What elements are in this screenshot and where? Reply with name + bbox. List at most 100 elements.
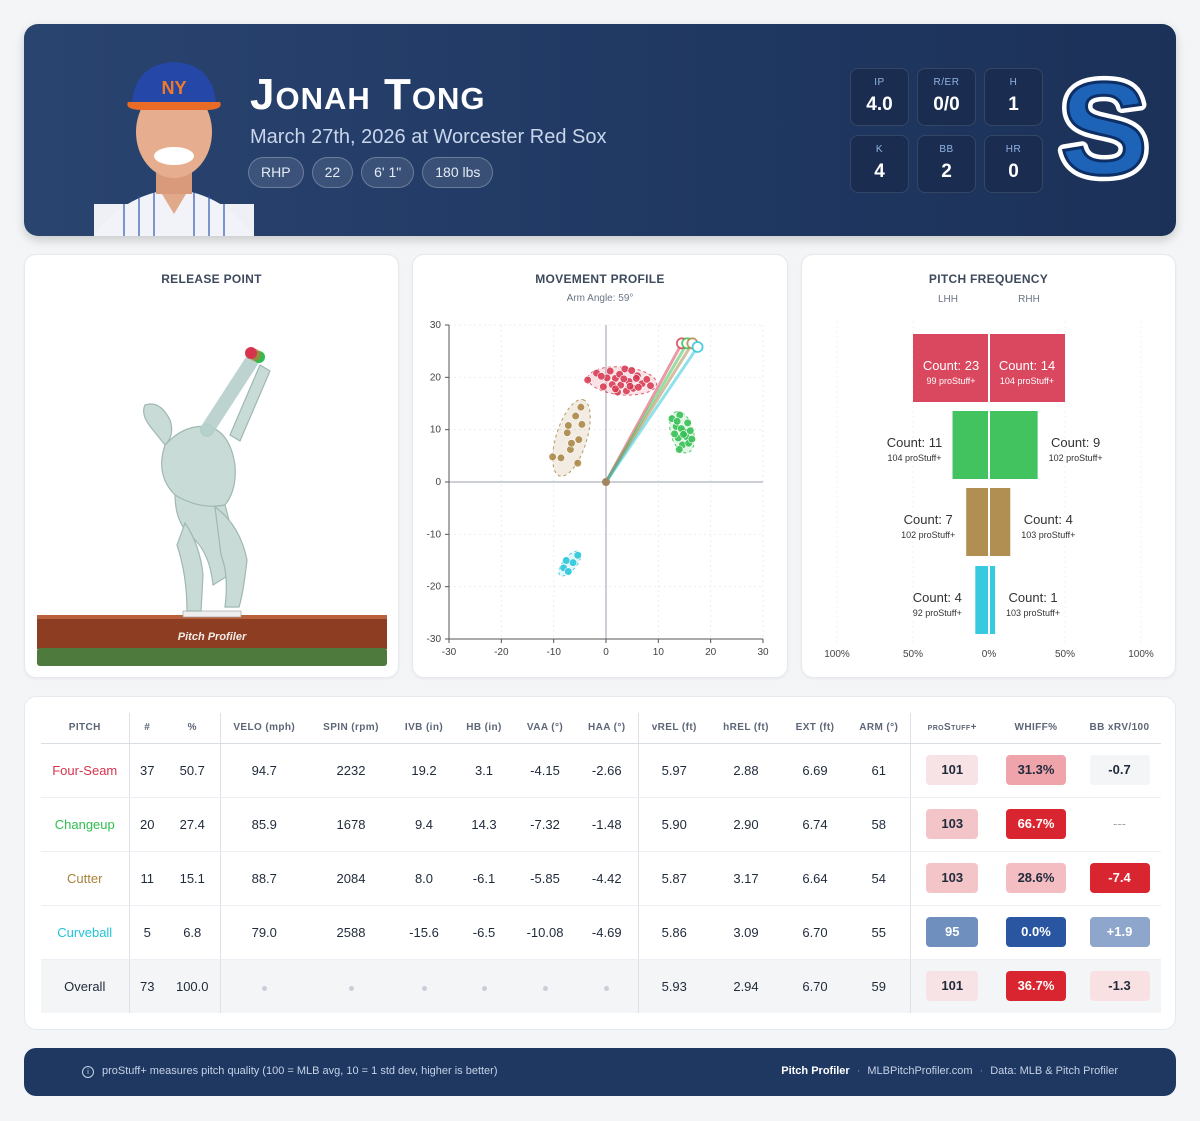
xrv-value: +1.9 <box>1089 917 1150 947</box>
col-header: WHIFF% <box>994 713 1078 744</box>
footer-separator: · <box>979 1065 984 1077</box>
game-line: March 27th, 2026 at Worcester Red Sox <box>250 126 607 148</box>
empty-dot <box>481 985 487 991</box>
col-header: EXT (ft) <box>782 713 848 744</box>
metric-cell: 100.0 <box>165 959 221 1013</box>
y-tick-label: 20 <box>430 372 442 383</box>
cutter-point <box>577 420 587 429</box>
prostuff-cell: 101 <box>910 959 994 1013</box>
metric-cell: 5.86 <box>638 905 710 960</box>
pitch-name-cell: Curveball <box>41 905 130 960</box>
empty-dot <box>261 985 267 991</box>
table-row: Changeup 20 27.4 85.9 1678 9.4 14.3 -7.32 -1.48 5… <box>41 797 1161 852</box>
y-tick-label: -10 <box>427 529 442 540</box>
whiff-cell: 0.0% <box>994 905 1078 960</box>
metric-cell: 6.8 <box>165 905 221 960</box>
four_seam-point <box>625 382 635 391</box>
prostuff-cell: 103 <box>910 851 994 906</box>
metric-cell: 6.64 <box>782 851 848 906</box>
whiff-value: 66.7% <box>1006 809 1066 839</box>
cutter-rhh-count: Count: 4 <box>1024 512 1073 527</box>
whiff-cell: 66.7% <box>994 797 1078 852</box>
metric-cell: 85.9 <box>220 797 308 852</box>
prostuff-value: 103 <box>926 863 979 893</box>
metric-cell: -2.66 <box>576 743 639 798</box>
curveball-lhh-count: Count: 4 <box>913 590 962 605</box>
x-tick-label: 0 <box>603 647 609 658</box>
pitch-name: Cutter <box>67 870 103 886</box>
changeup-point <box>675 445 684 454</box>
cutter-point <box>548 452 557 461</box>
team-logo: S S <box>1056 66 1152 190</box>
metric-cell: 50.7 <box>165 743 221 798</box>
col-header: SPIN (rpm) <box>308 713 394 744</box>
metric-cell: 73 <box>129 959 165 1013</box>
curveball-lhh-bar <box>975 566 989 634</box>
changeup-point <box>687 434 696 444</box>
movement-chart: -30 -20 -10 0 10 20 30 30 20 10 0 -10 -20 -30 <box>427 320 769 658</box>
metric-cell: 58 <box>848 797 911 852</box>
footer-brand: Pitch Profiler <box>781 1065 850 1077</box>
whiff-value: 0.0% <box>1006 917 1066 947</box>
whiff-value: 31.3% <box>1006 755 1066 785</box>
x-tick-label: 20 <box>705 647 717 658</box>
metric-cell: 5.97 <box>638 743 710 798</box>
frequency-title: PITCH FREQUENCY <box>928 272 1049 286</box>
footer-site-link[interactable]: MLBPitchProfiler.com <box>867 1065 973 1077</box>
four_seam-point <box>627 366 636 375</box>
pitch-name: Four-Seam <box>52 762 118 778</box>
stat-value: 4 <box>874 161 885 182</box>
pitch-name: Curveball <box>57 924 113 940</box>
metric-cell: 94.7 <box>220 743 308 798</box>
pitch-name-cell: Four-Seam <box>41 743 130 798</box>
cutter-rhh-bar <box>989 488 1011 556</box>
throws-pill: RHP <box>248 157 304 188</box>
player-header: NY Jonah Tong March 27th, 2026 at Worces… <box>24 24 1176 236</box>
changeup-point <box>679 430 688 439</box>
curveball-lhh-prostuff: 92 proStuff+ <box>913 608 962 618</box>
col-header: ARM (°) <box>848 713 911 744</box>
metric-cell: 19.2 <box>394 743 454 798</box>
four_seam-point <box>597 372 606 381</box>
col-header: # <box>129 713 165 744</box>
stat-value: 4.0 <box>866 94 893 115</box>
changeup-rhh-bar <box>989 411 1038 479</box>
changeup-lhh-prostuff: 104 proStuff+ <box>887 453 941 463</box>
metric-cell: -6.1 <box>454 851 514 906</box>
y-tick-label: 10 <box>430 425 442 436</box>
metric-cell: 6.74 <box>782 797 848 852</box>
cutter-rhh-prostuff: 103 proStuff+ <box>1021 530 1075 540</box>
pitching-rubber <box>182 610 242 618</box>
release-fourseam-dot <box>245 347 257 359</box>
pitch-name-cell: Changeup <box>41 797 130 852</box>
player-attributes: RHP 22 6' 1" 180 lbs <box>248 157 494 188</box>
x-tick-label: 50% <box>1055 649 1075 660</box>
metric-cell: 79.0 <box>220 905 308 960</box>
curveball-rhh-count: Count: 1 <box>1009 590 1058 605</box>
four_seam-rhh-bar <box>989 334 1065 402</box>
stat-value: 1 <box>1008 94 1019 115</box>
metric-cell: 3.09 <box>710 905 782 960</box>
metric-cell: 2588 <box>308 905 394 960</box>
metric-cell: 37 <box>129 743 165 798</box>
metric-cell: 88.7 <box>220 851 308 906</box>
stat-value: 2 <box>941 161 952 182</box>
prostuff-value: 101 <box>926 971 979 1002</box>
origin-marker <box>602 478 610 486</box>
pitch-name-cell: Cutter <box>41 851 130 906</box>
col-header: VAA (°) <box>514 713 576 744</box>
metric-cell: 1678 <box>308 797 394 852</box>
four_seam-point <box>642 375 651 384</box>
metric-cell: -5.85 <box>514 851 576 906</box>
curveball-arm-line <box>604 346 699 483</box>
metric-cell: 9.4 <box>394 797 454 852</box>
curveball-point <box>568 558 578 567</box>
arm-angle-label: Arm Angle: 59° <box>566 293 634 304</box>
team-logo-letter: S <box>1060 66 1148 190</box>
metric-cell: 5.93 <box>638 959 710 1013</box>
cutter-point <box>564 421 573 430</box>
footer-separator: · <box>856 1065 861 1077</box>
curveball-arm-end <box>691 341 704 353</box>
